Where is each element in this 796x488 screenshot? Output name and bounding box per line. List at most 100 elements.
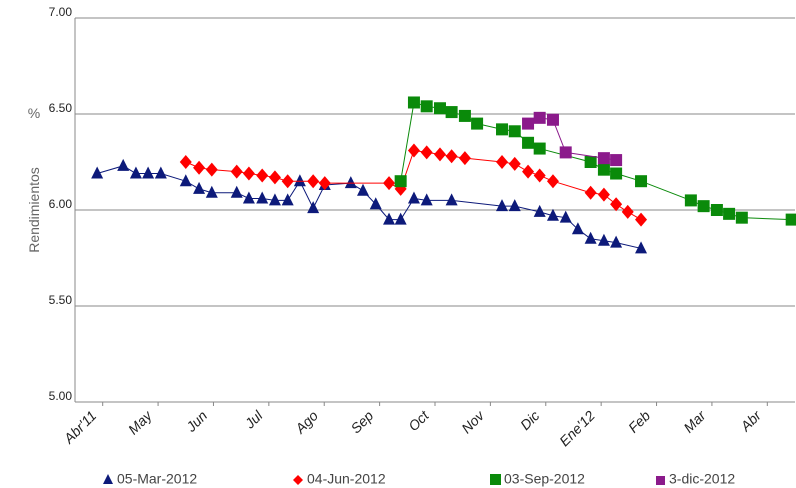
point (256, 168, 269, 183)
point (710, 204, 723, 216)
point (344, 176, 357, 189)
x-tick-label: Oct (405, 407, 432, 434)
point (584, 231, 597, 244)
point (91, 166, 104, 179)
legend-marker (490, 474, 501, 485)
point (546, 208, 559, 221)
legend-marker (656, 476, 665, 485)
point (142, 166, 155, 179)
x-tick-label: Jun (182, 407, 210, 435)
point (420, 100, 433, 113)
point (496, 155, 509, 169)
point (458, 151, 471, 166)
point (383, 212, 396, 225)
point (697, 200, 710, 213)
legend-label: 03-Sep-2012 (504, 471, 585, 487)
x-tick-label: Abr (737, 406, 765, 434)
point (559, 210, 572, 223)
point (242, 166, 255, 181)
point (597, 163, 610, 176)
x-tick-label: Mar (680, 406, 709, 435)
y-tick-label: 5.00 (49, 389, 73, 403)
point (635, 212, 648, 227)
point (597, 152, 610, 165)
point (584, 185, 597, 200)
y-unit: % (28, 105, 40, 121)
point (610, 197, 623, 212)
point (445, 106, 458, 119)
point (256, 191, 269, 204)
series-line (97, 165, 642, 249)
point (394, 212, 407, 225)
point (621, 204, 634, 219)
point (268, 170, 281, 185)
legend-marker (103, 474, 113, 484)
x-tick-label: Ene'12 (556, 407, 598, 449)
point (242, 191, 255, 204)
legend-label: 05-Mar-2012 (117, 471, 197, 487)
point (420, 145, 433, 160)
point (129, 166, 142, 179)
point (433, 147, 446, 162)
point (508, 199, 521, 212)
point (635, 175, 648, 188)
point (546, 174, 559, 189)
legend-marker (293, 475, 303, 485)
legend-label: 3-dic-2012 (669, 471, 735, 487)
point (445, 149, 458, 164)
point (610, 154, 623, 167)
point (293, 174, 306, 187)
point (559, 146, 572, 159)
point (458, 109, 471, 122)
point (508, 156, 521, 171)
point (635, 241, 648, 254)
point (394, 175, 407, 188)
point (735, 211, 748, 224)
x-tick-label: Nov (458, 407, 488, 437)
point (533, 204, 546, 217)
point (684, 194, 697, 207)
point (268, 193, 281, 206)
point (496, 123, 509, 136)
point (597, 187, 610, 202)
point (508, 125, 521, 138)
point (383, 176, 396, 191)
point (533, 142, 546, 155)
point (117, 158, 130, 171)
point (597, 233, 610, 246)
point (205, 185, 218, 198)
y-tick-label: 7.00 (49, 5, 73, 19)
y-tick-label: 5.50 (49, 293, 73, 307)
point (281, 174, 294, 189)
point (571, 222, 584, 235)
point (522, 136, 535, 149)
y-axis-label: Rendimientos (26, 167, 42, 253)
x-tick-label: Jul (241, 407, 266, 432)
legend-label: 04-Jun-2012 (307, 471, 386, 487)
point (433, 102, 446, 115)
point (407, 96, 420, 109)
point (522, 164, 535, 179)
point (407, 143, 420, 158)
x-tick-label: Ago (291, 407, 321, 437)
point (546, 113, 559, 126)
y-tick-label: 6.00 (49, 197, 73, 211)
point (179, 174, 192, 187)
point (407, 191, 420, 204)
point (533, 168, 546, 183)
point (179, 155, 192, 169)
x-tick-label: Dic (517, 407, 543, 433)
point (584, 156, 597, 168)
point (533, 111, 546, 124)
point (281, 193, 294, 206)
point (369, 197, 382, 210)
x-tick-label: Feb (625, 407, 654, 436)
point (723, 207, 736, 220)
point (496, 199, 509, 212)
point (154, 166, 167, 179)
point (357, 183, 369, 196)
y-tick-label: 6.50 (49, 101, 73, 115)
point (205, 162, 218, 177)
x-tick-label: Sep (347, 407, 376, 436)
point (420, 193, 433, 206)
